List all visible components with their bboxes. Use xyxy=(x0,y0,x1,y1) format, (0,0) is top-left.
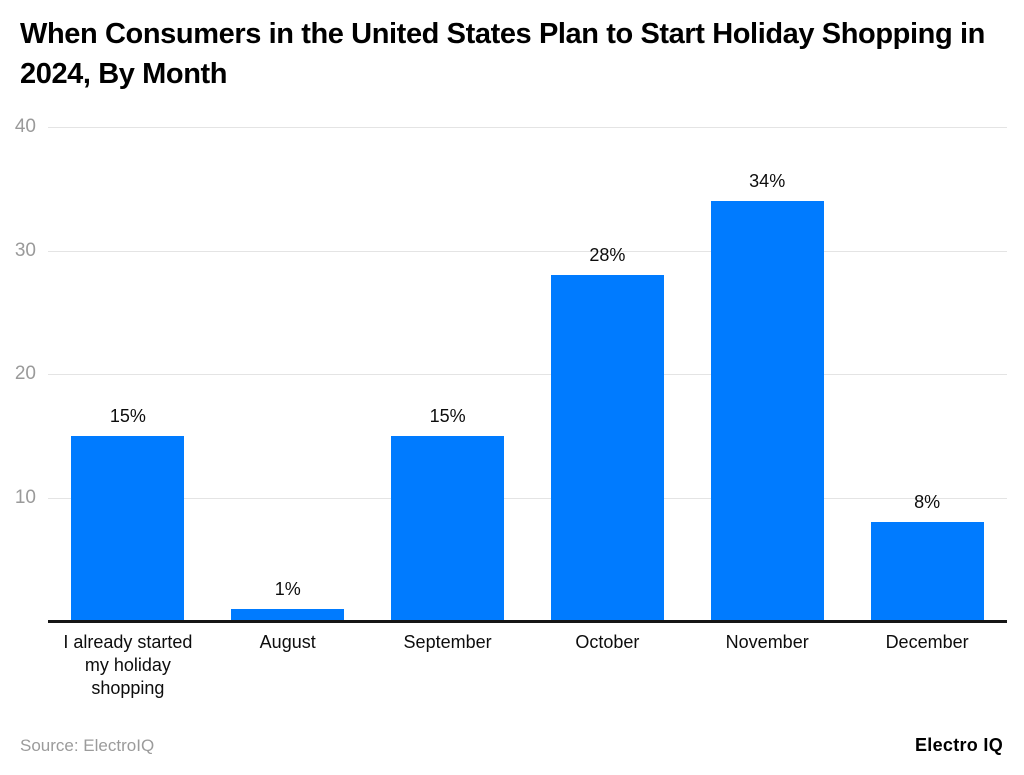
y-tick-label: 10 xyxy=(14,486,36,508)
bar-value-label: 15% xyxy=(429,405,466,426)
category-label: November xyxy=(725,632,809,652)
gridline xyxy=(48,127,1007,128)
category-label: December xyxy=(885,632,969,652)
bar xyxy=(870,522,984,621)
chart-title: When Consumers in the United States Plan… xyxy=(20,18,985,90)
x-axis-line xyxy=(48,620,1007,623)
bar-value-label: 1% xyxy=(274,578,301,599)
bar xyxy=(71,435,185,621)
category-label: August xyxy=(259,632,316,652)
bar-value-label: 28% xyxy=(589,245,626,266)
brand-logo: Electro IQ xyxy=(914,735,1003,755)
category-label: September xyxy=(403,632,492,652)
y-axis: 10 20 30 40 xyxy=(0,116,36,621)
category-label: I already started my holiday shopping xyxy=(63,632,193,698)
y-tick-label: 30 xyxy=(14,239,36,261)
bar xyxy=(710,201,824,621)
y-tick-label: 20 xyxy=(14,363,36,384)
bar xyxy=(391,435,505,621)
bar-value-label: 34% xyxy=(749,171,786,192)
gridline xyxy=(48,250,1007,252)
plot-area: 15% 1% 15% 28% 34% 8% xyxy=(48,127,1007,621)
bar xyxy=(231,608,345,621)
bar xyxy=(550,275,664,621)
source-text: Source: ElectroIQ xyxy=(20,736,155,755)
y-tick-label: 40 xyxy=(14,116,36,137)
bar-value-label: 8% xyxy=(914,492,941,513)
bar-value-label: 15% xyxy=(109,405,146,426)
gridline xyxy=(48,374,1007,375)
category-label: October xyxy=(575,632,640,652)
gridline xyxy=(48,497,1007,499)
x-axis: I already started my holiday shopping Augus… xyxy=(48,631,1007,713)
